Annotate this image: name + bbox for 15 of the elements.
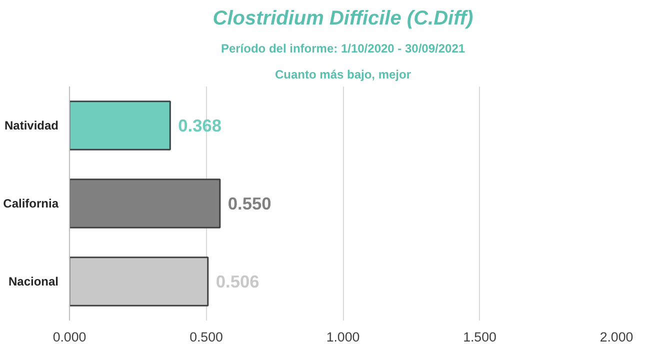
chart-title: Clostridium Difficile (C.Diff) <box>212 8 474 30</box>
y-tick-label: Natividad <box>4 118 59 132</box>
bar <box>70 100 171 150</box>
chart-subtitle: Período del informe: 1/10/2020 - 30/09/2021 <box>220 42 466 56</box>
y-tick-label: California <box>3 196 59 210</box>
x-tick-label: 1.500 <box>463 330 496 344</box>
data-label: 0.550 <box>228 194 272 214</box>
x-tick-label: 1.000 <box>326 330 360 344</box>
x-tick-label: 0.500 <box>190 330 223 344</box>
y-tick-label: Nacional <box>8 274 58 288</box>
data-label: 0.368 <box>178 116 222 136</box>
bar <box>70 178 221 228</box>
x-tick-label: 0.000 <box>52 330 86 344</box>
x-tick-label: 2.000 <box>600 330 634 344</box>
text: Cuanto más bajo, mejor <box>274 68 412 82</box>
